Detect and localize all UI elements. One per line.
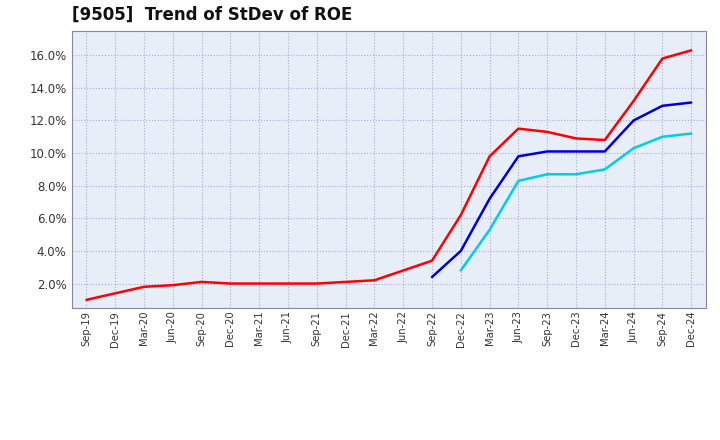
3 Years [399, 268, 408, 273]
5 Years [600, 149, 609, 154]
7 Years [456, 268, 465, 273]
3 Years [687, 48, 696, 53]
Line: 5 Years: 5 Years [432, 103, 691, 277]
5 Years [514, 154, 523, 159]
7 Years [600, 167, 609, 172]
7 Years [687, 131, 696, 136]
Text: [9505]  Trend of StDev of ROE: [9505] Trend of StDev of ROE [72, 6, 352, 24]
5 Years [658, 103, 667, 108]
7 Years [485, 227, 494, 232]
3 Years [82, 297, 91, 302]
3 Years [312, 281, 321, 286]
3 Years [428, 258, 436, 264]
5 Years [629, 118, 638, 123]
3 Years [572, 136, 580, 141]
3 Years [140, 284, 148, 290]
3 Years [485, 154, 494, 159]
3 Years [658, 56, 667, 61]
5 Years [428, 275, 436, 280]
3 Years [255, 281, 264, 286]
3 Years [226, 281, 235, 286]
3 Years [456, 213, 465, 218]
7 Years [658, 134, 667, 139]
7 Years [572, 172, 580, 177]
3 Years [341, 279, 350, 285]
3 Years [370, 278, 379, 283]
Line: 3 Years: 3 Years [86, 50, 691, 300]
3 Years [111, 291, 120, 296]
3 Years [629, 98, 638, 103]
3 Years [197, 279, 206, 285]
3 Years [600, 137, 609, 143]
7 Years [514, 178, 523, 183]
5 Years [687, 100, 696, 105]
5 Years [456, 248, 465, 253]
3 Years [514, 126, 523, 131]
3 Years [168, 282, 177, 288]
Line: 7 Years: 7 Years [461, 133, 691, 271]
5 Years [543, 149, 552, 154]
3 Years [543, 129, 552, 135]
5 Years [485, 196, 494, 202]
3 Years [284, 281, 292, 286]
5 Years [572, 149, 580, 154]
7 Years [629, 146, 638, 151]
7 Years [543, 172, 552, 177]
